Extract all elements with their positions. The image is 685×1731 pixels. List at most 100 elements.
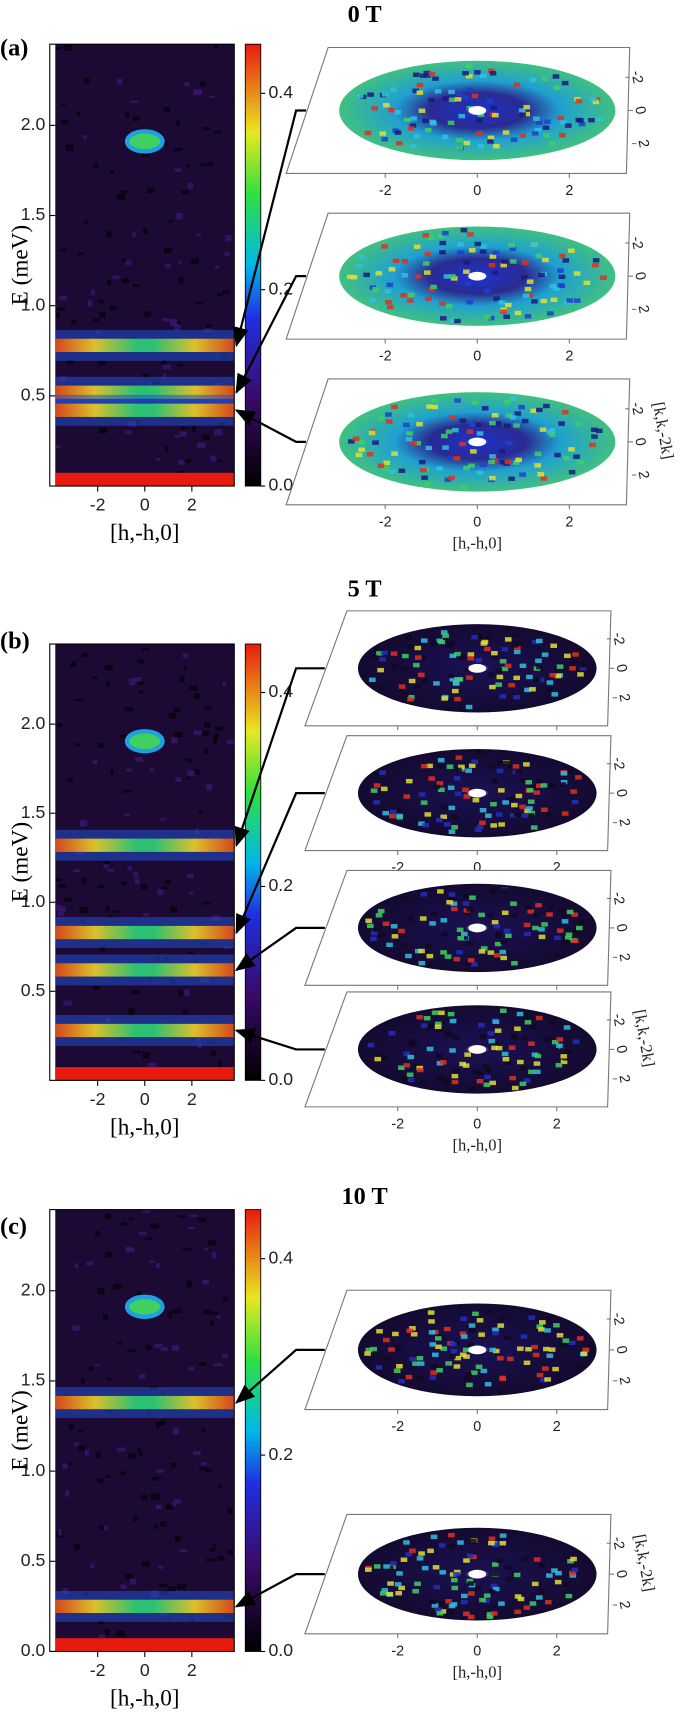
slice-x-tick-label: 2 [553,1419,561,1435]
slice-noise [446,900,453,905]
heatmap-noise [164,263,172,268]
heatmap-noise [179,431,187,437]
heatmap-noise [93,162,98,169]
slice-noise [448,805,456,811]
slice-noise [570,659,577,665]
slice-noise [479,249,487,254]
y-axis-label: E (meV) [7,1390,33,1470]
slice-noise [383,1564,390,1569]
slice-noise [525,780,532,785]
heatmap-noise [132,284,140,287]
heatmap-noise [222,290,230,294]
slice-noise [483,1598,490,1604]
x-tick-label: -2 [90,1660,106,1680]
slice-noise [492,1348,500,1354]
slice-noise [544,119,551,125]
slice-noise [534,451,542,457]
slice-noise [426,953,434,959]
heatmap-noise [160,886,168,890]
slice-noise [527,799,535,804]
x-axis-label: [h,-h,0] [110,520,180,546]
slice-noise [461,935,469,940]
slice-noise [580,1351,588,1356]
slice-noise [454,1355,462,1361]
slice-noise [365,918,372,924]
panel-title: 0 T [348,1,382,28]
slice-noise [534,1069,541,1075]
slice-noise [491,270,499,276]
slice-noise [398,928,405,934]
slice-noise [468,463,475,468]
slice-arrow [234,1573,325,1608]
slice-noise [492,1327,499,1332]
panel: 0 T (a) 0.5 1.0 1.5 2.0 -2 0 2 [h,-h,0] E (meV) 0.0… [0,1,678,552]
slice-noise [504,1060,512,1065]
slice-noise [580,661,588,666]
slice-noise [572,652,579,657]
slice-noise [347,274,354,280]
slice-noise [423,1015,431,1021]
heatmap-noise [84,78,90,84]
slice-noise [387,304,394,310]
y-tick-label: 0.0 [21,1640,46,1660]
heatmap-noise [210,1320,214,1326]
slice-noise [471,400,479,405]
slice-noise [446,1609,453,1615]
slice-noise [517,1596,525,1602]
slice-noise [449,1354,456,1359]
heatmap-noise [204,1247,208,1251]
slice-noise [468,763,476,768]
slice-noise [446,764,454,769]
heatmap-noise [103,860,110,865]
heatmap-noise [86,1261,94,1266]
slice-noise [513,460,520,465]
slice-noise [439,250,446,255]
slice-noise [422,261,430,266]
slice-noise [479,1597,486,1603]
slice-noise [416,82,424,88]
slice-noise [476,470,484,476]
slice-noise [432,1565,440,1570]
slice-noise [403,1063,411,1068]
slice-noise [426,962,434,967]
slice-noise [579,667,587,673]
slice-noise [495,1045,503,1051]
slice-noise [499,659,507,664]
slice-noise [438,1010,445,1016]
slice-noise [467,652,475,657]
slice-noise [532,1352,540,1358]
heatmap-noise [137,681,144,685]
slice-noise [468,1323,476,1328]
slice-noise [568,1340,576,1346]
slice-noise [469,1086,476,1091]
slice-noise [498,448,506,454]
y-tick-label: 1.5 [21,1370,46,1390]
heatmap-noise [168,712,177,719]
slice-noise [405,635,412,641]
slice-noise [546,1353,554,1358]
slice-noise [540,476,548,481]
slice-noise [560,1059,568,1065]
slice-noise [506,796,514,802]
slice-x-tick-label: -2 [379,349,392,365]
slice-noise [486,1614,494,1619]
slice-y-tick-label: 0 [613,923,630,934]
slice-noise [467,656,475,661]
slice-noise [571,912,579,917]
slice-noise [489,763,496,769]
slice-noise [438,1543,446,1548]
slice-x-tick-label: 2 [565,514,573,530]
slice-noise [403,1051,411,1057]
slice-noise [526,787,534,793]
slice-noise [577,920,585,925]
slice-noise [489,684,496,690]
heatmap-noise [55,444,61,449]
heatmap-noise [61,103,66,107]
slice-noise [394,1345,402,1350]
colorbar-tick-label: 0.0 [268,1640,293,1660]
slice-x-tick-label: -2 [391,1643,404,1659]
heatmap-noise [173,324,181,331]
slice-noise [408,678,416,684]
slice-x-tick-label: 0 [473,1643,481,1659]
slice-noise [495,812,503,817]
